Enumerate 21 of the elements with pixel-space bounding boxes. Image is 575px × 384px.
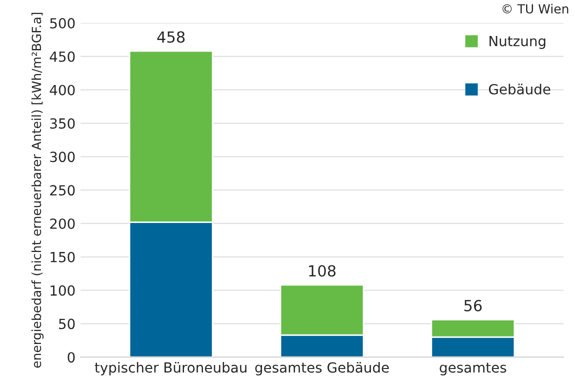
legend-label: Nutzung [490, 36, 546, 49]
total-label: 56 [464, 300, 482, 312]
y-tick-label: 450 [50, 51, 75, 62]
legend-label: Gebäude [488, 84, 550, 94]
y-tick-label: 500 [50, 18, 75, 29]
total-label: 108 [309, 265, 336, 277]
y-tick-label: 0 [68, 352, 75, 363]
x-tick-label: gesamtes Gebäude [255, 362, 389, 376]
y-tick-label: 100 [50, 285, 75, 296]
y-tick-label: 350 [50, 118, 75, 129]
y-tick-label: 250 [50, 185, 75, 196]
y-tick-label: 400 [50, 84, 75, 96]
text: © TU Wien [502, 4, 568, 14]
x-tick-label: gesamtes [440, 362, 506, 376]
y-tick-label: 300 [50, 152, 75, 162]
y-axis-title: energiebedarf (nicht erneuerbarer Anteil) [kWh/m²BGF.a] [31, 12, 44, 368]
y-tick-label: 50 [59, 318, 75, 330]
x-tick-label: typischer Büroneubau [94, 362, 246, 376]
total-label: 458 [157, 31, 185, 43]
y-tick-label: 150 [50, 252, 75, 262]
y-tick-label: 200 [50, 218, 75, 229]
